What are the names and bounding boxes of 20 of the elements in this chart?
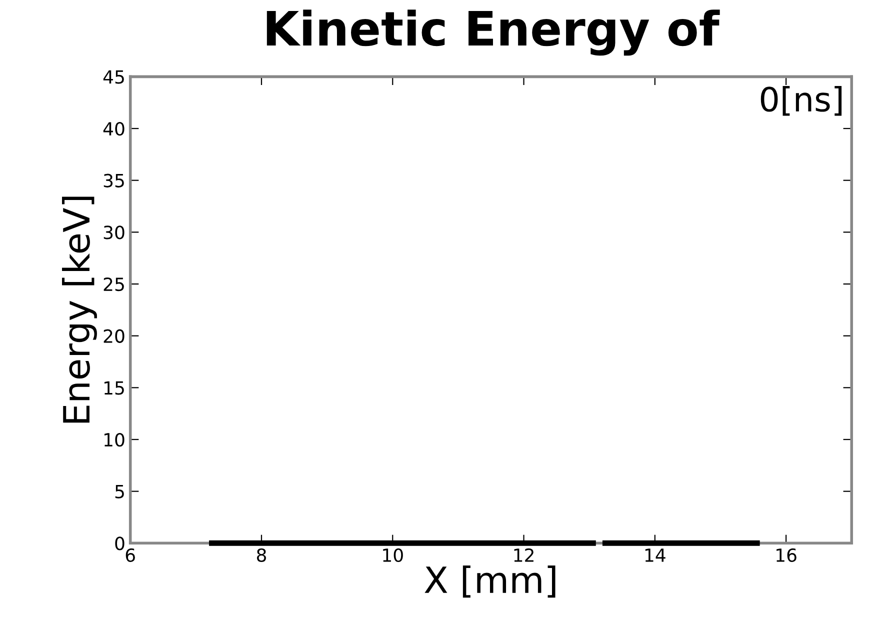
x-tick-label: 14 xyxy=(645,548,666,562)
y-tick-label: 45 xyxy=(103,70,124,84)
x-tick-label: 10 xyxy=(383,548,403,562)
y-tick-label: 0 xyxy=(115,536,124,550)
y-axis-title: Energy [keV] xyxy=(62,196,97,423)
y-tick-label: 20 xyxy=(104,329,124,343)
annotation: 0[ns] xyxy=(760,86,842,116)
y-tick-label: 5 xyxy=(115,485,124,498)
y-tick-label: 25 xyxy=(104,277,124,292)
x-tick-label: 16 xyxy=(776,548,796,562)
x-tick-label: 12 xyxy=(514,548,534,562)
x-tick-label: 8 xyxy=(256,548,266,562)
chart-title: Kinetic Energy of xyxy=(266,10,720,56)
y-tick-label: 30 xyxy=(104,226,124,240)
x-tick-label: 6 xyxy=(126,548,135,562)
y-tick-label: 35 xyxy=(104,174,124,188)
y-tick-label: 40 xyxy=(103,122,124,136)
y-tick-label: 15 xyxy=(104,381,124,395)
x-axis-title: X [mm] xyxy=(424,565,556,598)
y-tick-label: 10 xyxy=(104,432,124,447)
